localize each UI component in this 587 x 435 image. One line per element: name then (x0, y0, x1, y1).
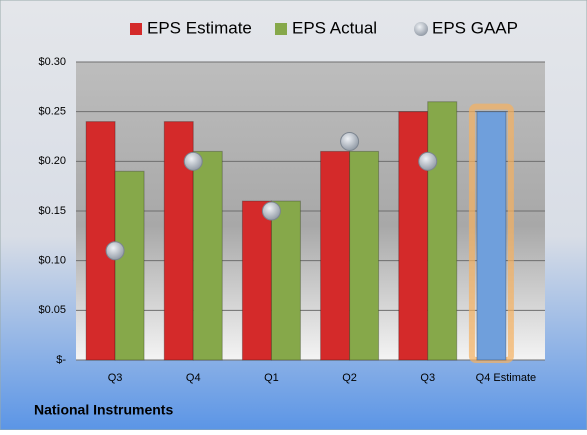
x-tick-label: Q3 (108, 372, 123, 384)
legend-label: EPS Actual (292, 18, 377, 37)
y-tick-label: $0.10 (38, 255, 66, 267)
y-tick-label: $- (56, 354, 66, 366)
bar (427, 101, 458, 361)
y-tick-label: $0.15 (38, 205, 66, 217)
legend-swatch (130, 23, 142, 35)
y-tick-label: $0.05 (38, 304, 66, 316)
gaap-marker (105, 241, 125, 261)
y-tick-label: $0.25 (38, 106, 66, 118)
legend-swatch (275, 23, 287, 35)
gaap-marker (418, 151, 438, 171)
gaap-marker (261, 201, 281, 221)
x-tick-label: Q4 Estimate (476, 372, 537, 384)
x-tick-label: Q4 (186, 372, 201, 384)
footer: National Instruments (34, 402, 173, 418)
bar (192, 150, 223, 361)
y-tick-label: $0.20 (38, 155, 66, 167)
gaap-marker (340, 131, 360, 151)
x-tick-label: Q2 (342, 372, 357, 384)
bar (270, 200, 301, 361)
bar (114, 170, 145, 361)
bar (320, 150, 351, 361)
legend-swatch (414, 22, 428, 36)
bar (398, 111, 429, 361)
bar (85, 121, 116, 361)
gaap-marker (183, 151, 203, 171)
legend-label: EPS Estimate (147, 18, 252, 37)
x-tick-label: Q1 (264, 372, 279, 384)
bar (476, 111, 507, 361)
y-tick-label: $0.30 (38, 56, 66, 68)
legend-label: EPS GAAP (432, 18, 518, 37)
bar (241, 200, 272, 361)
bar (349, 150, 380, 361)
x-tick-label: Q3 (420, 372, 435, 384)
